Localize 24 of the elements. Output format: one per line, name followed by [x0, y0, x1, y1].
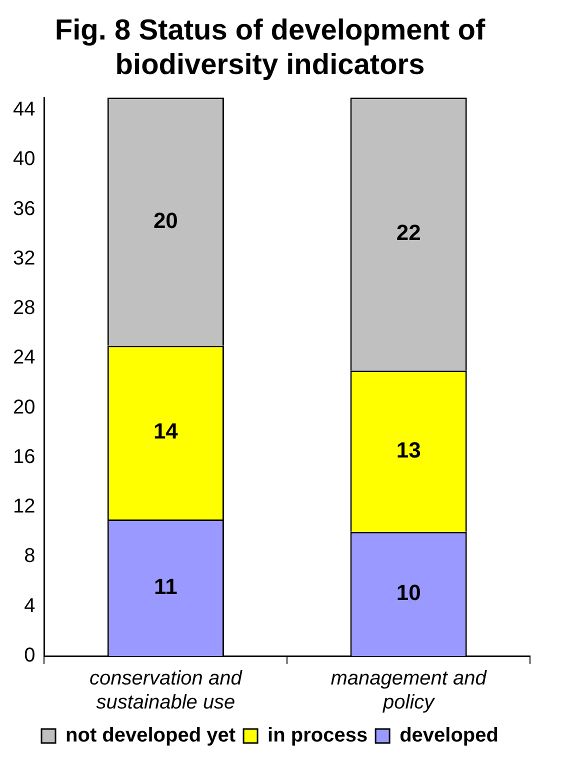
data-label: 14: [153, 418, 179, 444]
x-tick-label: management and policy: [330, 668, 488, 714]
y-tick-label: 0: [24, 644, 36, 667]
data-label: 20: [153, 208, 178, 233]
y-tick-label: 4: [24, 594, 36, 617]
data-label: 22: [396, 220, 421, 246]
y-tick-label: 20: [12, 396, 36, 418]
y-tick-label: 40: [12, 148, 36, 170]
chart-title: Fig. 8 Status of development of biodiversity indicators: [54, 14, 486, 82]
legend-label: in process: [268, 724, 368, 747]
data-label: 10: [396, 580, 421, 606]
y-tick-label: 28: [12, 297, 36, 320]
y-tick-label: 36: [12, 198, 36, 220]
y-tick-label: 16: [12, 446, 36, 468]
y-tick-label: 12: [12, 496, 36, 518]
data-label: 13: [396, 437, 421, 462]
y-tick-label: 8: [24, 545, 36, 568]
data-label: 11: [154, 574, 178, 599]
legend-label: not developed yet: [66, 724, 236, 747]
y-tick-label: 44: [12, 98, 36, 121]
legend-label: developed: [400, 724, 498, 747]
y-tick-label: 24: [12, 346, 36, 369]
x-tick-label: conservation and sustainable use: [90, 668, 243, 714]
y-tick-label: 32: [12, 247, 36, 270]
